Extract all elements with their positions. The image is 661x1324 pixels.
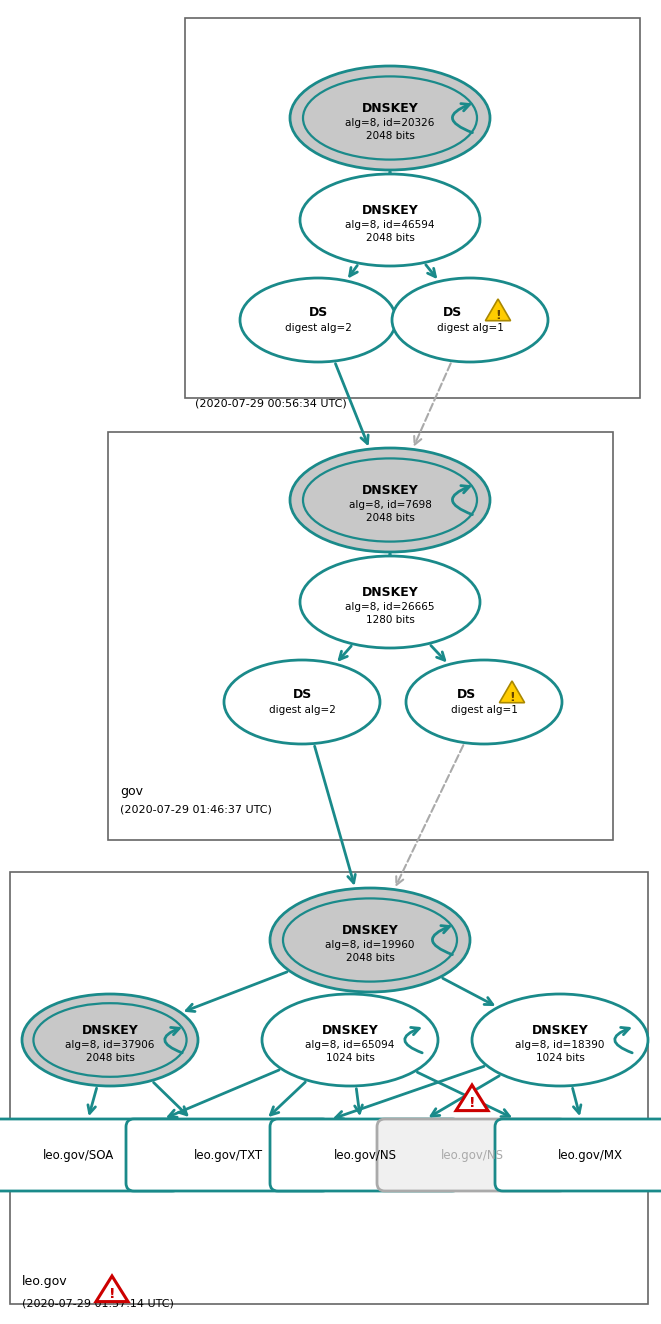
FancyBboxPatch shape bbox=[126, 1119, 330, 1192]
Polygon shape bbox=[96, 1276, 128, 1301]
Text: !: ! bbox=[469, 1096, 475, 1111]
Text: 2048 bits: 2048 bits bbox=[85, 1053, 134, 1063]
Text: DNSKEY: DNSKEY bbox=[531, 1023, 588, 1037]
Text: !: ! bbox=[495, 310, 501, 322]
Ellipse shape bbox=[270, 888, 470, 992]
Text: DS: DS bbox=[442, 306, 461, 319]
Text: alg=8, id=7698: alg=8, id=7698 bbox=[348, 500, 432, 510]
Text: 2048 bits: 2048 bits bbox=[366, 131, 414, 140]
Ellipse shape bbox=[240, 278, 396, 361]
Polygon shape bbox=[485, 299, 510, 320]
Text: alg=8, id=65094: alg=8, id=65094 bbox=[305, 1039, 395, 1050]
Ellipse shape bbox=[290, 448, 490, 552]
Text: alg=8, id=46594: alg=8, id=46594 bbox=[345, 220, 435, 230]
Text: DNSKEY: DNSKEY bbox=[362, 585, 418, 598]
Text: alg=8, id=19960: alg=8, id=19960 bbox=[325, 940, 414, 951]
Text: !: ! bbox=[109, 1287, 115, 1301]
Ellipse shape bbox=[22, 994, 198, 1086]
Ellipse shape bbox=[472, 994, 648, 1086]
Ellipse shape bbox=[392, 278, 548, 361]
Text: leo.gov/NS: leo.gov/NS bbox=[440, 1148, 504, 1161]
Text: DNSKEY: DNSKEY bbox=[322, 1023, 378, 1037]
Text: (2020-07-29 01:57:14 UTC): (2020-07-29 01:57:14 UTC) bbox=[22, 1298, 174, 1308]
FancyBboxPatch shape bbox=[108, 432, 613, 839]
Text: DS: DS bbox=[456, 688, 476, 702]
Text: (2020-07-29 01:46:37 UTC): (2020-07-29 01:46:37 UTC) bbox=[120, 805, 272, 816]
Text: digest alg=2: digest alg=2 bbox=[285, 323, 352, 334]
Text: 1024 bits: 1024 bits bbox=[326, 1053, 374, 1063]
Ellipse shape bbox=[224, 659, 380, 744]
Ellipse shape bbox=[283, 899, 457, 981]
Text: (2020-07-29 00:56:34 UTC): (2020-07-29 00:56:34 UTC) bbox=[195, 399, 347, 408]
Text: !: ! bbox=[509, 691, 515, 704]
Text: 2048 bits: 2048 bits bbox=[366, 233, 414, 244]
Ellipse shape bbox=[34, 1004, 186, 1076]
Text: DS: DS bbox=[292, 688, 311, 702]
Ellipse shape bbox=[262, 994, 438, 1086]
Ellipse shape bbox=[290, 66, 490, 169]
Text: alg=8, id=18390: alg=8, id=18390 bbox=[516, 1039, 605, 1050]
Text: DNSKEY: DNSKEY bbox=[342, 924, 399, 936]
FancyBboxPatch shape bbox=[270, 1119, 460, 1192]
Text: leo.gov/NS: leo.gov/NS bbox=[334, 1148, 397, 1161]
Text: digest alg=1: digest alg=1 bbox=[451, 704, 518, 715]
Ellipse shape bbox=[303, 77, 477, 160]
Text: DNSKEY: DNSKEY bbox=[362, 102, 418, 114]
Ellipse shape bbox=[303, 458, 477, 542]
Text: alg=8, id=26665: alg=8, id=26665 bbox=[345, 602, 435, 612]
Polygon shape bbox=[456, 1084, 488, 1111]
Polygon shape bbox=[500, 681, 525, 703]
Text: leo.gov: leo.gov bbox=[22, 1275, 67, 1288]
Ellipse shape bbox=[406, 659, 562, 744]
Text: digest alg=1: digest alg=1 bbox=[436, 323, 504, 334]
Text: DNSKEY: DNSKEY bbox=[362, 204, 418, 217]
Text: alg=8, id=20326: alg=8, id=20326 bbox=[345, 118, 435, 128]
Text: DNSKEY: DNSKEY bbox=[81, 1023, 138, 1037]
FancyBboxPatch shape bbox=[0, 1119, 180, 1192]
FancyBboxPatch shape bbox=[185, 19, 640, 399]
Text: 2048 bits: 2048 bits bbox=[366, 512, 414, 523]
Text: 1024 bits: 1024 bits bbox=[535, 1053, 584, 1063]
Text: 1280 bits: 1280 bits bbox=[366, 616, 414, 625]
Text: DNSKEY: DNSKEY bbox=[362, 483, 418, 496]
Text: gov: gov bbox=[120, 785, 143, 798]
Ellipse shape bbox=[300, 556, 480, 647]
FancyBboxPatch shape bbox=[377, 1119, 567, 1192]
FancyBboxPatch shape bbox=[10, 873, 648, 1304]
Text: leo.gov/TXT: leo.gov/TXT bbox=[194, 1148, 262, 1161]
FancyBboxPatch shape bbox=[495, 1119, 661, 1192]
Text: leo.gov/MX: leo.gov/MX bbox=[557, 1148, 623, 1161]
Text: DS: DS bbox=[309, 306, 328, 319]
Text: alg=8, id=37906: alg=8, id=37906 bbox=[65, 1039, 155, 1050]
Text: leo.gov/SOA: leo.gov/SOA bbox=[42, 1148, 114, 1161]
Text: 2048 bits: 2048 bits bbox=[346, 953, 395, 963]
Ellipse shape bbox=[300, 173, 480, 266]
Text: digest alg=2: digest alg=2 bbox=[268, 704, 335, 715]
